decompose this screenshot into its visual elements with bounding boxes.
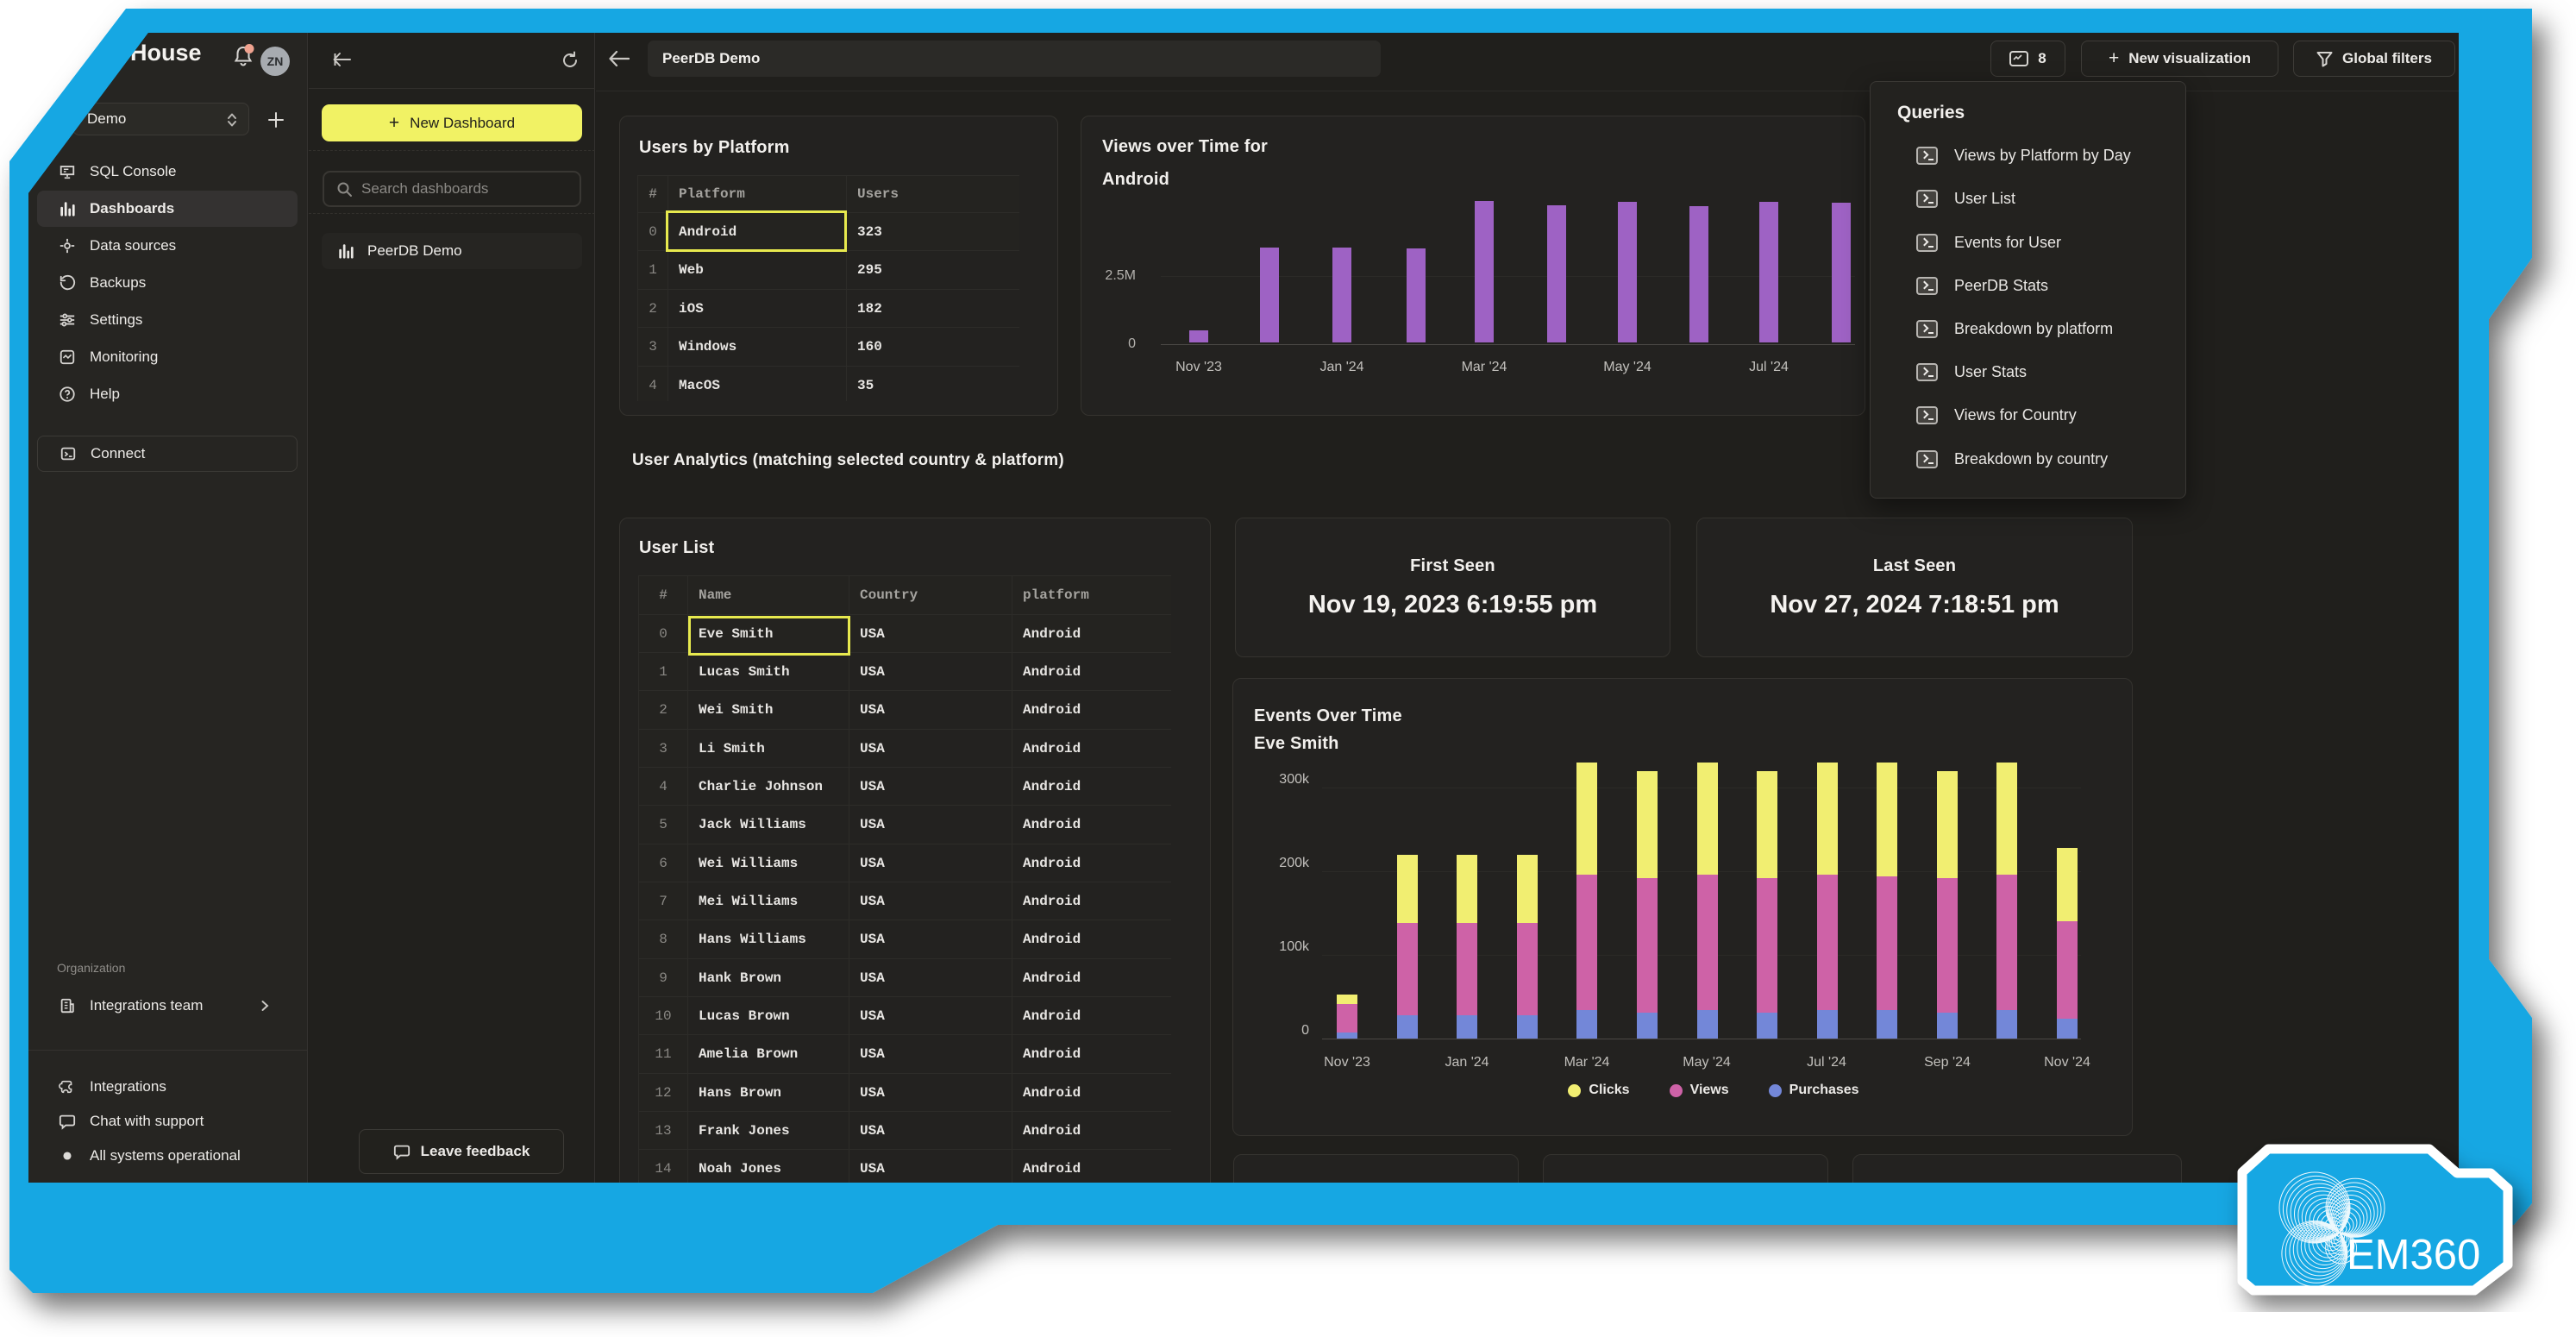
svg-text:EM360: EM360 [2347, 1232, 2480, 1278]
